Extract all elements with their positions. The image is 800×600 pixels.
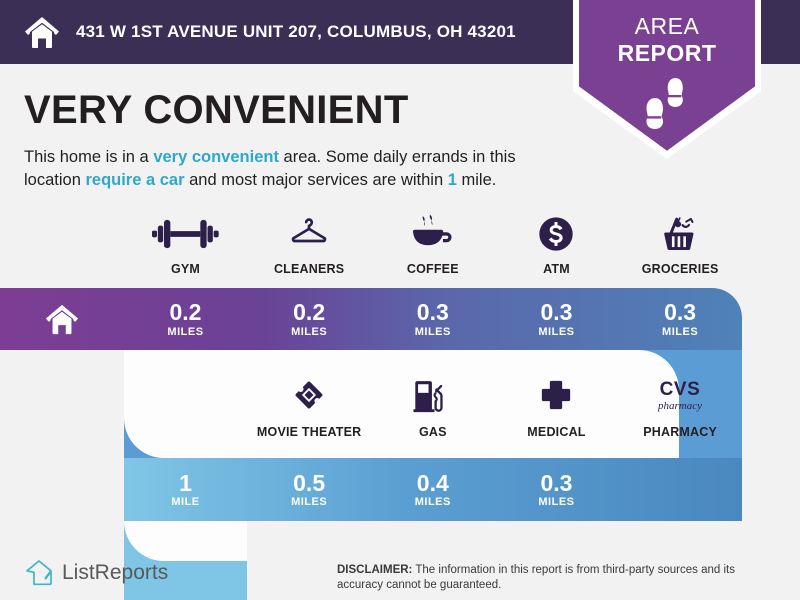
svg-text:CVS: CVS: [660, 379, 701, 400]
svg-text:pharmacy: pharmacy: [657, 400, 702, 412]
